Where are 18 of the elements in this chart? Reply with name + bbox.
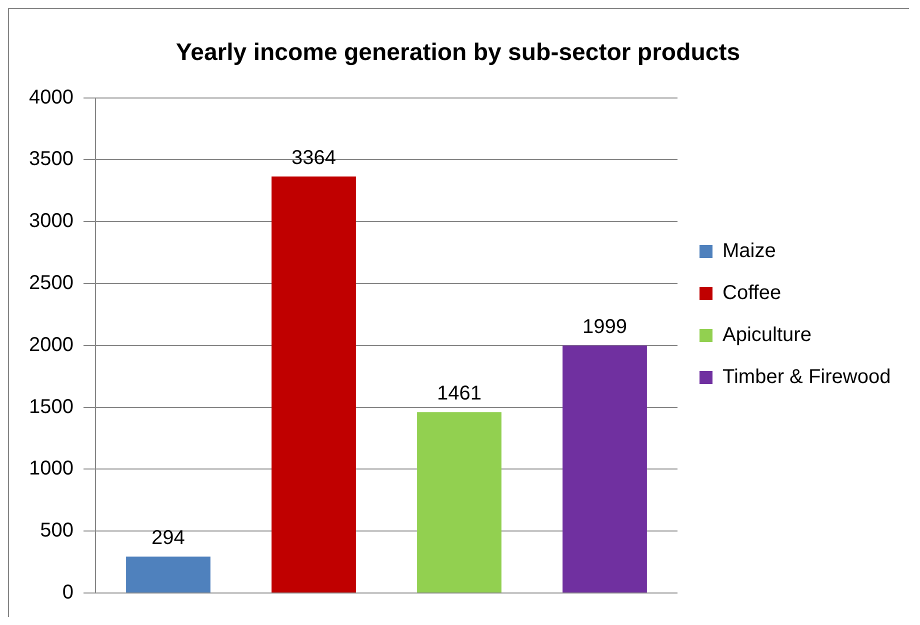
data-label: 1999 (582, 316, 627, 338)
legend-label: Coffee (722, 282, 782, 304)
legend-label: Maize (722, 240, 776, 262)
y-tick-label: 500 (40, 520, 74, 542)
y-tick-label: 1000 (28, 458, 74, 480)
y-tick-label: 0 (62, 582, 74, 604)
y-tick-label: 3500 (28, 148, 74, 170)
legend-label: Timber & Firewood (722, 366, 891, 388)
data-label: 3364 (291, 147, 336, 170)
y-tick-label: 2000 (28, 334, 74, 356)
y-tick-label: 1500 (28, 396, 74, 418)
chart-title: Yearly income generation by sub-sector products (176, 39, 740, 66)
y-tick-label: 3000 (28, 210, 74, 232)
data-label: 1461 (436, 382, 482, 405)
data-label: 294 (152, 527, 185, 550)
y-tick-label: 4000 (28, 86, 74, 108)
y-tick-label: 2500 (28, 272, 74, 294)
legend-label: Apiculture (722, 324, 812, 346)
